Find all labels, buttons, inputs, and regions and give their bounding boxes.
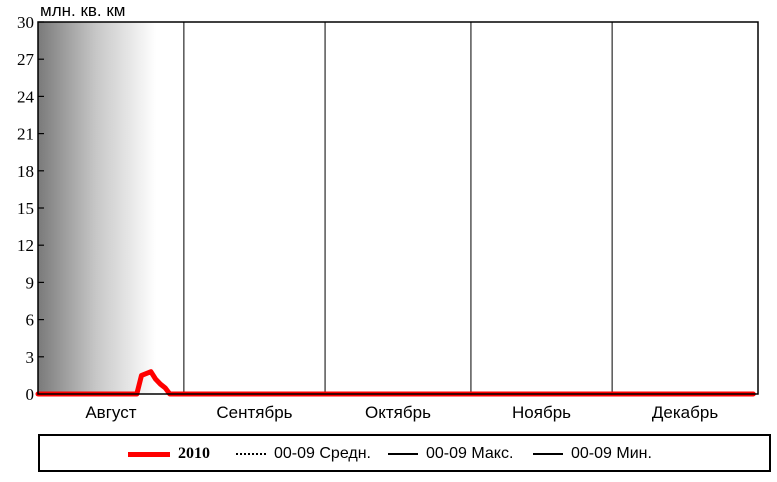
legend-label-2010: 2010 <box>178 445 210 462</box>
chart: 0 3 6 9 12 15 18 21 24 27 30 млн. кв. км Август Сен… <box>17 1 759 422</box>
y-tick-label: 3 <box>26 348 35 367</box>
y-tick-label: 27 <box>17 50 35 69</box>
y-tick-label: 21 <box>17 125 34 144</box>
y-tick-label: 0 <box>26 385 35 404</box>
y-tick-label: 24 <box>17 87 35 106</box>
legend-label-max: 00-09 Макс. <box>426 445 514 462</box>
legend-label-min: 00-09 Мин. <box>571 445 652 462</box>
x-month-label: Декабрь <box>652 403 718 422</box>
shaded-region <box>38 22 156 394</box>
x-month-label: Август <box>85 403 136 422</box>
y-axis: 0 3 6 9 12 15 18 21 24 27 30 <box>17 13 44 404</box>
legend: 2010 00-09 Средн. 00-09 Макс. 00-09 Мин. <box>38 434 771 472</box>
y-tick-label: 12 <box>17 236 34 255</box>
legend-item-2010: 2010 <box>128 445 210 463</box>
y-tick-label: 18 <box>17 162 34 181</box>
x-month-label: Сентябрь <box>216 403 292 422</box>
x-month-label: Ноябрь <box>512 403 571 422</box>
plot-frame <box>37 21 759 395</box>
x-month-label: Октябрь <box>365 403 431 422</box>
legend-label-mean: 00-09 Средн. <box>274 445 371 462</box>
y-tick-label: 6 <box>26 311 35 330</box>
y-tick-label: 30 <box>17 13 34 32</box>
y-tick-label: 9 <box>26 273 35 292</box>
x-axis: Август Сентябрь Октябрь Ноябрь Декабрь <box>85 403 718 422</box>
legend-swatch-min <box>533 453 563 455</box>
y-axis-unit-label: млн. кв. км <box>40 1 125 20</box>
legend-swatch-2010 <box>128 451 170 457</box>
legend-item-mean: 00-09 Средн. <box>236 445 371 463</box>
legend-swatch-mean <box>236 453 266 455</box>
month-gridlines <box>183 22 613 394</box>
legend-swatch-max <box>388 453 418 455</box>
legend-item-max: 00-09 Макс. <box>388 445 513 463</box>
legend-item-min: 00-09 Мин. <box>533 445 652 463</box>
y-tick-label: 15 <box>17 199 34 218</box>
